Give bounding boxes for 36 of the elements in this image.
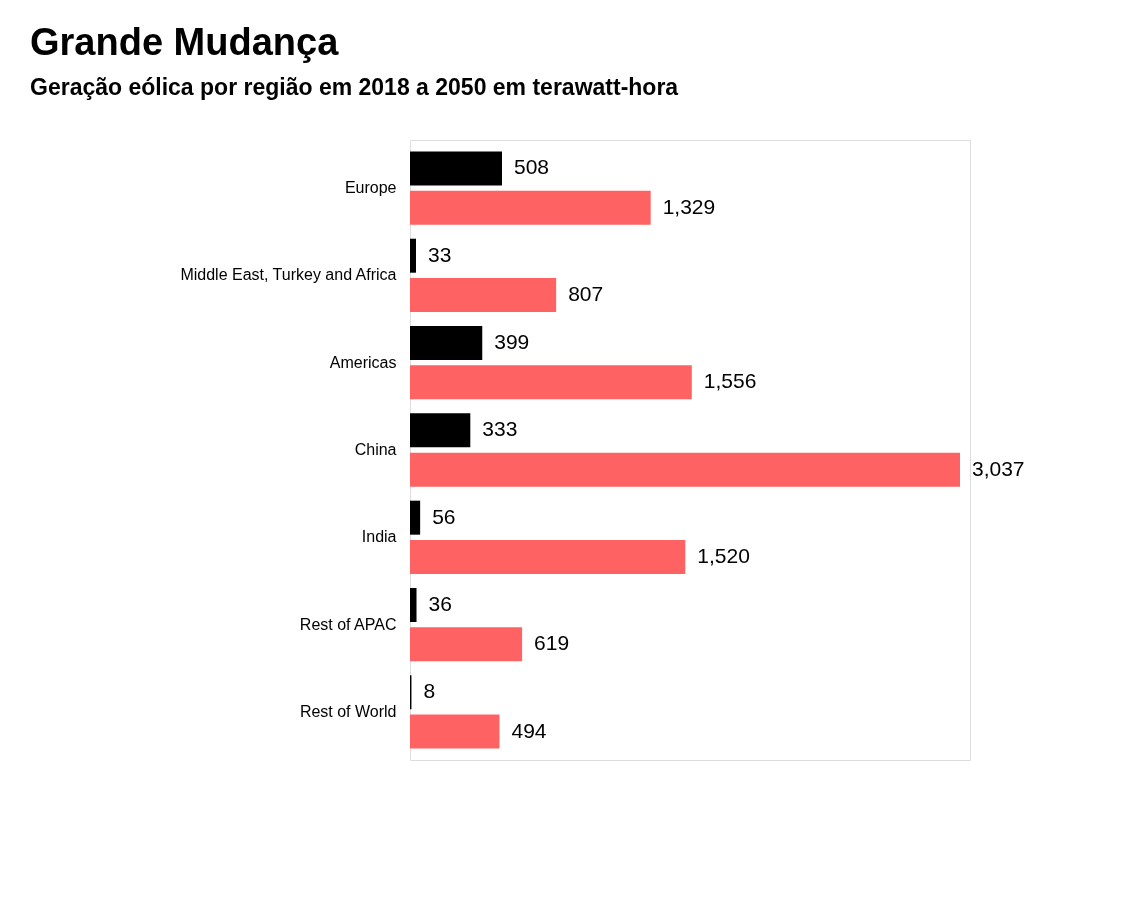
bar	[410, 238, 416, 273]
y-tick-label: Americas	[329, 353, 397, 371]
y-tick-label: India	[361, 528, 397, 546]
data-label: 56	[432, 504, 456, 528]
chart-title: Grande Mudança	[30, 21, 340, 63]
bar	[410, 539, 686, 574]
bar	[410, 365, 692, 400]
data-label: 1,520	[697, 543, 750, 567]
bar	[410, 278, 557, 312]
bar	[410, 627, 523, 662]
data-label: 333	[482, 417, 518, 441]
data-label: 807	[568, 282, 604, 305]
data-label: 1,556	[703, 369, 757, 393]
data-label: 508	[514, 155, 550, 179]
data-label: 494	[511, 718, 547, 742]
data-label: 1,329	[662, 194, 716, 218]
y-tick-label: Middle East, Turkey and Africa	[180, 266, 397, 284]
y-tick-label: China	[354, 441, 397, 458]
data-label: 33	[427, 242, 452, 266]
data-label: 619	[534, 631, 570, 655]
chart-subtitle: Geração eólica por região em 2018 a 2050 em terawatt-hora	[30, 74, 679, 100]
y-tick-label: Rest of APAC	[299, 615, 397, 633]
data-label: 8	[423, 679, 436, 703]
bar	[410, 452, 960, 487]
y-tick-label: Rest of World	[299, 702, 397, 720]
bar	[410, 190, 651, 225]
bar	[410, 500, 421, 535]
bar	[410, 714, 500, 749]
bar	[410, 151, 502, 186]
y-tick-label: Europe	[344, 179, 397, 197]
bar	[410, 326, 483, 361]
data-label: 3,037	[972, 456, 1025, 480]
data-label: 399	[494, 330, 530, 354]
bar	[410, 413, 471, 448]
data-label: 36	[428, 592, 452, 615]
bar	[410, 588, 417, 622]
